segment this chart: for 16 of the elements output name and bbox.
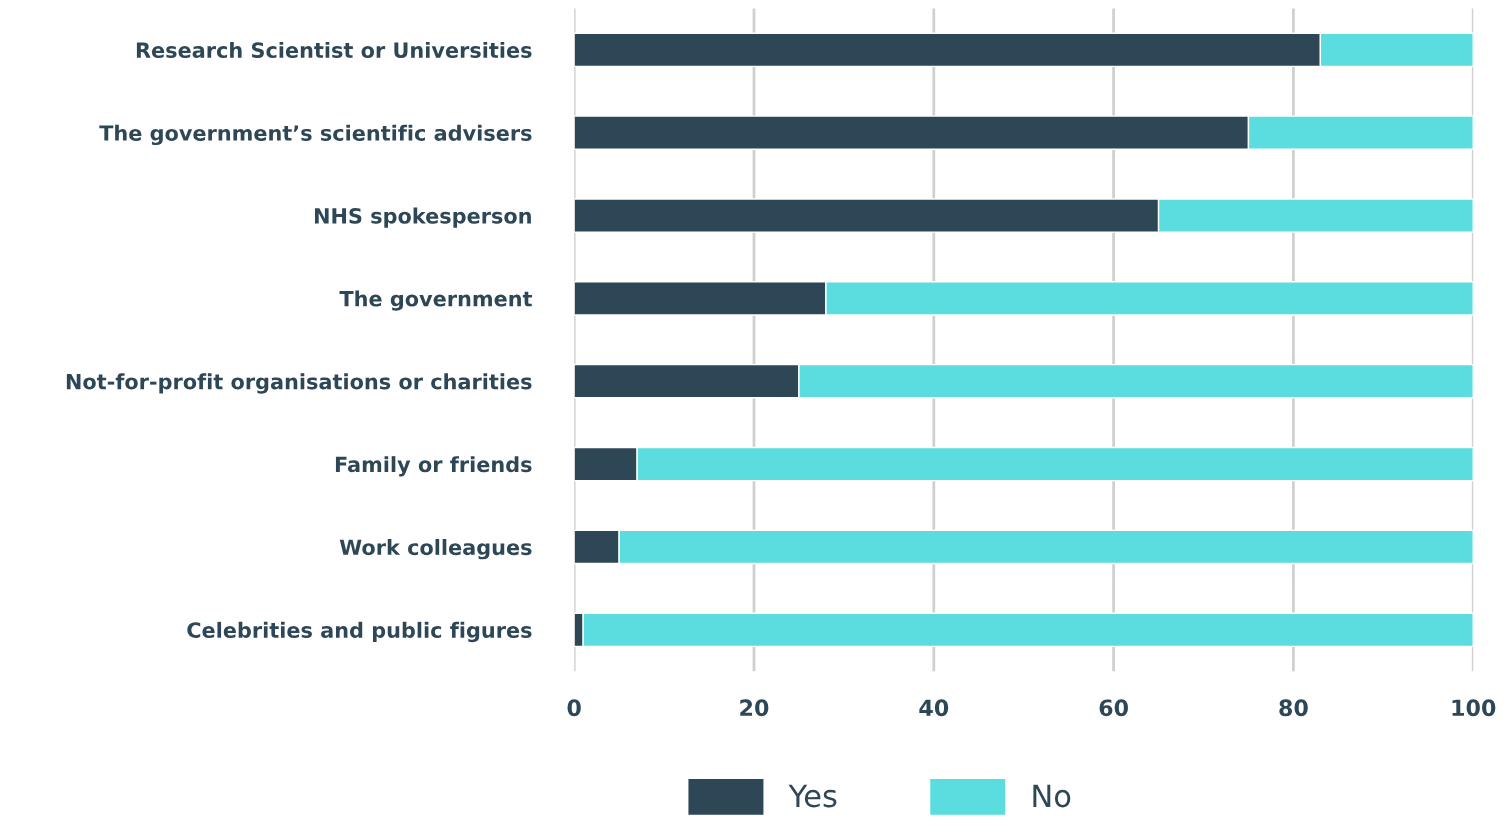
y-tick-label: Research Scientist or Universities — [136, 41, 532, 59]
x-tick-label: 60 — [1099, 699, 1129, 717]
y-tick-label: NHS spokesperson — [314, 207, 531, 228]
y-tick-label: The government — [339, 290, 533, 311]
x-tick-label: 100 — [1452, 699, 1496, 717]
x-tick-label: 0 — [567, 699, 581, 717]
y-tick-label: Not-for-profit organisations or charities — [66, 373, 532, 394]
y-tick-label: Celebrities and public figures — [187, 621, 532, 643]
y-tick-label: Work colleagues — [339, 539, 532, 560]
x-tick-label: 20 — [740, 699, 769, 717]
x-tick-label: 80 — [1279, 699, 1308, 717]
y-tick-label: Family or friends — [335, 456, 532, 477]
legend-label: Yes — [788, 784, 837, 808]
y-tick-label: The government’s scientific advisers — [99, 124, 532, 146]
legend-label: No — [1033, 784, 1071, 808]
x-tick-label: 40 — [919, 699, 949, 717]
